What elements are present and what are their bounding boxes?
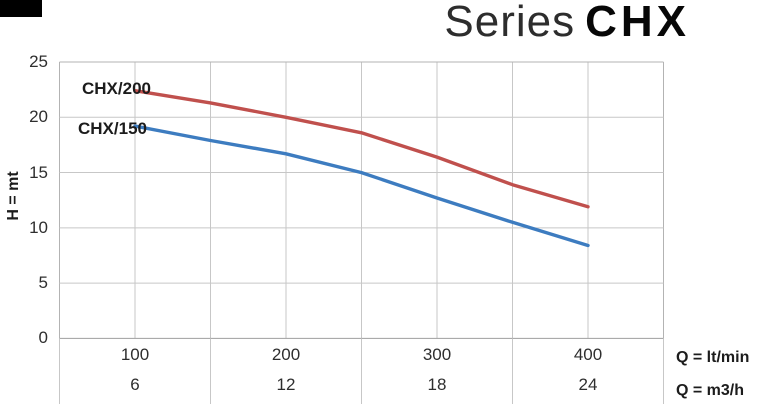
x-axis-unit-ltmin-label: Q = lt/min (676, 349, 750, 366)
x-tick-ltmin-label: 300 (422, 345, 452, 364)
corner-mark (0, 0, 42, 17)
curve-label-chx-150: CHX/150 (78, 119, 147, 138)
curve-chx-150 (133, 124, 590, 248)
title-series-word: Series (444, 0, 576, 46)
x-tick-m3h-label: 18 (427, 375, 447, 394)
y-tick-label: 20 (29, 107, 48, 127)
curve-chx-200 (133, 88, 590, 209)
y-tick-label: 15 (29, 162, 48, 182)
y-tick-label: 25 (29, 52, 48, 71)
x-tick-m3h-label: 6 (130, 375, 140, 394)
y-tick-label: 5 (38, 273, 48, 293)
x-axis-unit-m3h-label: Q = m3/h (676, 382, 745, 399)
curve-label-chx-200: CHX/200 (82, 79, 151, 98)
y-tick-label: 10 (29, 217, 48, 237)
x-tick-ltmin-label: 200 (271, 345, 301, 364)
page-title: Series CHX (444, 0, 690, 48)
x-tick-m3h-label: 12 (276, 375, 296, 394)
x-tick-ltmin-label: 400 (573, 345, 603, 364)
title-model-word: CHX (585, 0, 690, 46)
y-axis-label: H = mt (5, 171, 22, 221)
x-tick-ltmin-label: 100 (120, 345, 150, 364)
x-tick-m3h-label: 24 (578, 375, 598, 394)
y-tick-label: 0 (38, 328, 48, 348)
